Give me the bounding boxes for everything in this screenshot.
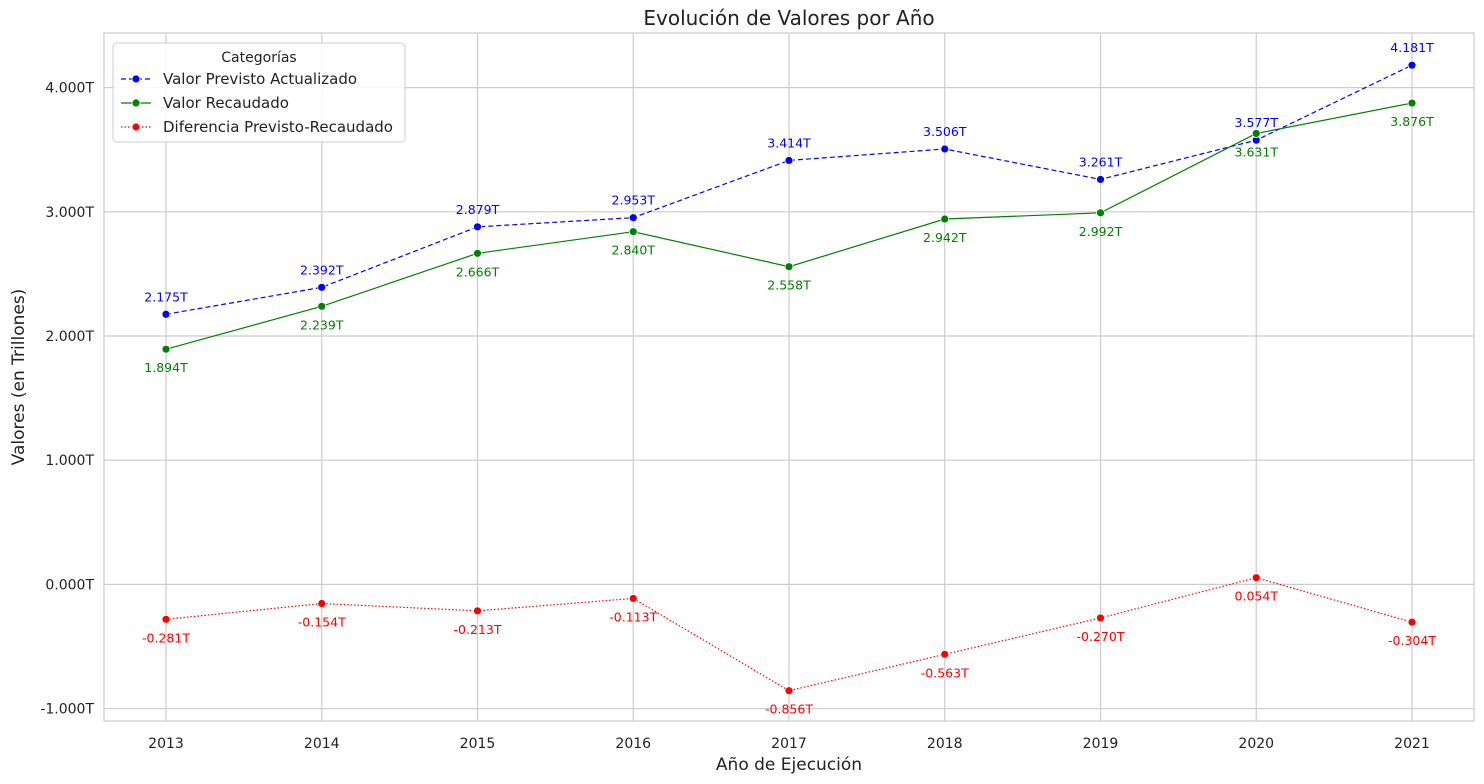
legend-entry: Valor Recaudado: [163, 94, 289, 112]
data-point: [940, 144, 950, 154]
x-tick-label: 2017: [771, 736, 807, 752]
data-label: 2.392T: [300, 262, 344, 277]
data-label: -0.563T: [921, 665, 969, 680]
data-label: 2.992T: [1079, 224, 1123, 239]
data-label: -0.281T: [142, 630, 190, 645]
data-point: [1251, 129, 1261, 138]
data-point: [1096, 613, 1105, 623]
data-label: -0.856T: [765, 702, 813, 717]
x-tick-label: 2021: [1394, 736, 1430, 752]
y-tick-label: 0.000T: [45, 577, 94, 593]
data-label: 3.261T: [1079, 154, 1123, 169]
data-label: 3.577T: [1235, 115, 1279, 130]
x-tick-label: 2018: [927, 736, 963, 752]
data-point: [1096, 208, 1105, 218]
data-point: [628, 213, 638, 223]
data-label: 3.876T: [1390, 114, 1434, 129]
data-label: 2.239T: [300, 317, 344, 332]
chart-title: Evolución de Valores por Año: [643, 6, 934, 30]
plot-frame: [103, 32, 1475, 722]
y-axis-label: Valores (en Trillones): [9, 289, 29, 466]
data-point: [473, 606, 482, 616]
data-label: 1.894T: [144, 360, 188, 375]
x-tick-label: 2014: [304, 736, 340, 752]
data-point: [628, 594, 638, 603]
data-label: -0.304T: [1388, 633, 1436, 648]
data-label: -0.270T: [1077, 629, 1125, 644]
data-labels: 2.175T 2.392T 2.879T 2.953T 3.414T 3.506T 3.26…: [142, 40, 1436, 717]
x-tick-label: 2015: [460, 736, 496, 752]
data-point: [1407, 98, 1417, 108]
x-tick-label: 2020: [1238, 736, 1274, 752]
data-label: 2.175T: [144, 289, 188, 304]
legend-marker: [131, 122, 141, 132]
data-label: 2.942T: [923, 230, 967, 245]
data-label: 2.879T: [456, 202, 500, 217]
legend-entry: Valor Previsto Actualizado: [163, 70, 357, 88]
data-point: [161, 309, 171, 319]
x-axis-label: Año de Ejecución: [716, 755, 862, 775]
legend-entry: Diferencia Previsto-Recaudado: [163, 118, 393, 136]
data-point: [784, 686, 794, 696]
y-tick-label: 3.000T: [45, 205, 94, 221]
data-label: -0.113T: [609, 609, 657, 624]
y-tick-label: 1.000T: [45, 453, 94, 469]
data-label: 2.840T: [612, 243, 656, 258]
data-point: [940, 649, 950, 659]
data-point: [473, 248, 482, 258]
legend-marker: [131, 98, 141, 108]
data-point: [317, 599, 327, 608]
data-point: [940, 214, 950, 224]
series-layer: [161, 60, 1417, 696]
legend-items: Valor Previsto Actualizado Valor Recaudad…: [121, 70, 393, 136]
data-label: -0.213T: [454, 622, 502, 637]
data-point: [161, 344, 171, 354]
data-point: [161, 614, 171, 624]
legend-title: Categorías: [221, 50, 296, 66]
x-tick-label: 2013: [148, 736, 184, 752]
x-tick-label: 2016: [615, 736, 651, 752]
legend: Categorías Valor Previsto ActualizadoVal…: [112, 42, 406, 143]
data-point: [628, 227, 638, 237]
data-label: -0.154T: [298, 615, 346, 630]
x-tick-label: 2019: [1083, 736, 1119, 752]
data-label: 3.506T: [923, 124, 967, 139]
data-point: [1407, 60, 1417, 70]
data-point: [317, 282, 327, 292]
data-point: [317, 301, 327, 311]
data-point: [784, 156, 794, 165]
y-tick-label: 4.000T: [45, 81, 94, 97]
data-label: 0.054T: [1235, 589, 1279, 604]
data-label: 2.558T: [767, 278, 811, 293]
data-point: [784, 262, 794, 272]
legend-marker: [131, 74, 141, 84]
data-point: [1096, 175, 1105, 184]
data-label: 3.414T: [767, 135, 811, 150]
data-label: 3.631T: [1235, 144, 1279, 159]
data-label: 2.666T: [456, 264, 500, 279]
ticks: 2013 2014 2015 2016 2017 2018 2019 2020 2021 -1.0…: [40, 81, 1430, 752]
data-point: [1251, 573, 1261, 583]
y-tick-label: -1.000T: [40, 702, 94, 718]
data-point: [1407, 617, 1417, 627]
data-label: 2.953T: [612, 193, 656, 208]
data-point: [473, 222, 482, 232]
y-tick-label: 2.000T: [45, 329, 94, 345]
legend-box: [112, 42, 406, 143]
data-label: 4.181T: [1390, 40, 1434, 55]
